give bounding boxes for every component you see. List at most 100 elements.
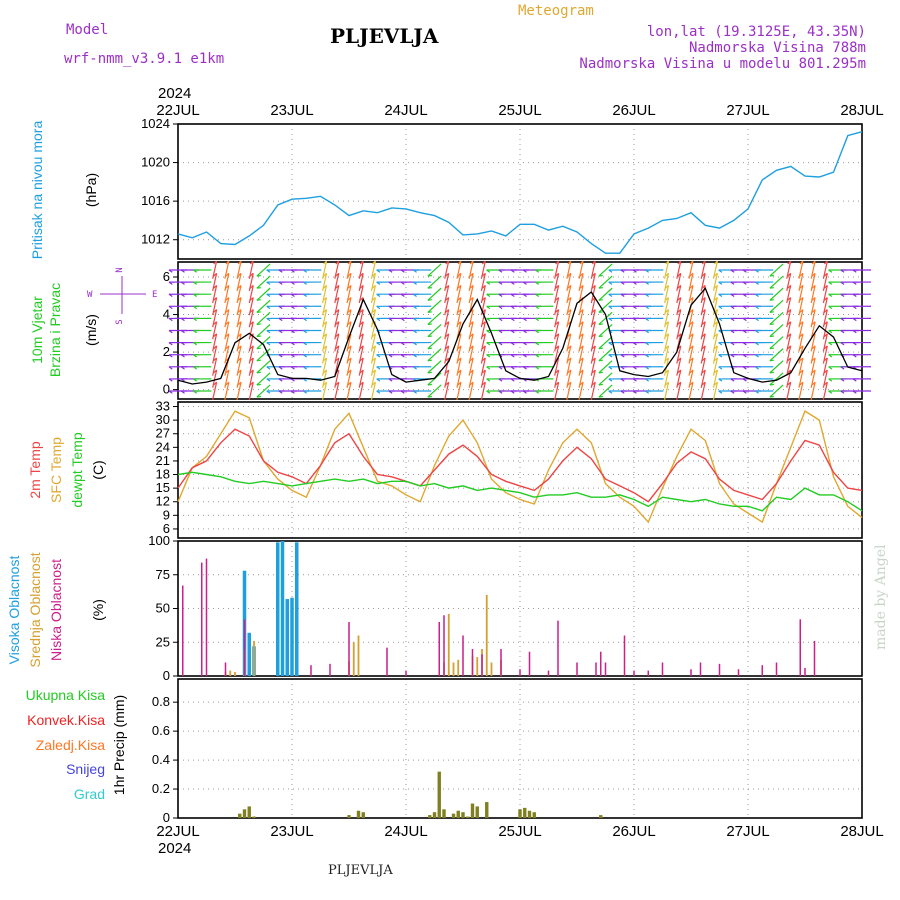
wind-arrow (346, 382, 352, 400)
wind-arrow-head (522, 390, 527, 394)
wind-arrow (769, 311, 784, 325)
wind-arrow (578, 357, 584, 376)
wind-arrow-head (799, 309, 804, 313)
wind-arrow-head (811, 321, 816, 325)
wind-arrow (598, 372, 613, 386)
wind-arrow-head (522, 354, 527, 358)
svg-text:S: S (115, 319, 125, 324)
wind-arrow (346, 261, 352, 279)
wind-arrow-head (168, 342, 173, 346)
wind-arrow (786, 309, 792, 328)
wind-arrow (370, 357, 376, 376)
wind-arrow-head (193, 378, 198, 382)
temperature-ytick: 9 (163, 507, 170, 522)
wind-arrow-head (852, 342, 857, 346)
wind-arrow-head (469, 381, 474, 386)
wind-arrow (688, 369, 694, 388)
wind-arrow (468, 321, 474, 340)
wind-arrow-head (522, 281, 527, 285)
wind-arrow-head (787, 260, 792, 265)
pressure-line (177, 131, 863, 254)
wind-arrow-head (213, 284, 218, 289)
model-label: Model (66, 22, 108, 38)
wind-arrow-head (469, 345, 474, 350)
wind-arrow (248, 321, 254, 340)
wind-arrow-head (498, 281, 503, 285)
wind-arrow-head (689, 369, 694, 374)
low-cloud-bar (386, 647, 388, 676)
wind-arrow (554, 321, 560, 340)
precip-bar (428, 815, 432, 818)
wind-arrow-head (598, 395, 603, 398)
wind-arrow-head (677, 381, 682, 386)
wind-arrow-head (323, 309, 327, 313)
clouds-ytick: 50 (156, 601, 170, 616)
wind-arrow-head (193, 330, 198, 334)
wind-arrow (598, 311, 613, 325)
wind-arrow (598, 263, 613, 277)
wind-arrow-head (376, 305, 381, 310)
xtick-top: 24JUL (384, 102, 427, 119)
wind-arrow-head (372, 381, 376, 386)
wind-arrow-head (372, 333, 376, 337)
wind-arrow (346, 309, 352, 328)
wind-arrow (480, 357, 486, 376)
wind-arrow-head (754, 390, 759, 394)
wind-arrow (248, 369, 254, 388)
high-cloud-bar (295, 542, 299, 676)
wind-arrow (554, 297, 560, 316)
wind-arrow (712, 309, 718, 328)
wind-arrow (810, 382, 816, 400)
precip-bar (518, 809, 522, 818)
wind-arrow-head (620, 366, 625, 370)
xtick-bottom: 22JUL (156, 823, 199, 840)
wind-arrow (578, 345, 584, 364)
wind-arrow-head (469, 260, 474, 265)
wind-arrow-head (567, 369, 572, 374)
precip-bar (456, 810, 460, 818)
wind-arrow-head (689, 284, 694, 289)
wind-arrow-head (689, 345, 694, 350)
xtick-top: 25JUL (498, 102, 541, 119)
svg-text:Konvek.Kisa: Konvek.Kisa (27, 712, 105, 728)
wind-arrow (224, 382, 230, 400)
wind-arrow (676, 369, 682, 388)
wind-arrow-head (811, 357, 816, 362)
wind-arrow-head (225, 309, 230, 313)
wind-arrow-head (718, 378, 723, 382)
wind-arrow-head (486, 317, 491, 322)
wind-arrow (322, 309, 328, 328)
wind-arrow (769, 323, 784, 338)
wind-arrow-head (323, 272, 327, 277)
wind-arrow-head (645, 317, 650, 322)
wind-arrow-head (591, 284, 596, 289)
wind-arrow (456, 357, 462, 376)
mid-cloud-bar (476, 657, 479, 676)
wind-arrow-head (620, 281, 625, 285)
wind-arrow-head (278, 317, 283, 322)
wind-arrow-head (323, 381, 327, 386)
wind-arrow-head (278, 269, 283, 273)
wind-arrow-head (498, 342, 503, 346)
wind-arrow-head (266, 305, 271, 310)
wind-arrow-head (787, 333, 792, 337)
wind-arrow-head (335, 260, 340, 265)
wind-arrow (236, 382, 242, 400)
wind-arrow (456, 285, 462, 304)
wind-arrow-head (823, 321, 828, 325)
wind-arrow (822, 297, 828, 316)
wind-arrow (322, 321, 328, 340)
wind-arrow-head (522, 317, 527, 322)
wind-arrow-head (213, 333, 218, 337)
wind-arrow (256, 348, 271, 362)
wind-arrow (676, 309, 682, 328)
wind-arrow-head (852, 317, 857, 322)
wind-arrow-head (237, 260, 242, 265)
wind-arrow-head (689, 321, 694, 325)
wind-arrow-head (510, 342, 515, 346)
wind-arrow-head (567, 381, 572, 386)
wind-arrow (566, 382, 572, 400)
wind-arrow (334, 285, 340, 304)
wind-arrow-head (754, 330, 759, 334)
wind-arrow-head (486, 330, 491, 334)
